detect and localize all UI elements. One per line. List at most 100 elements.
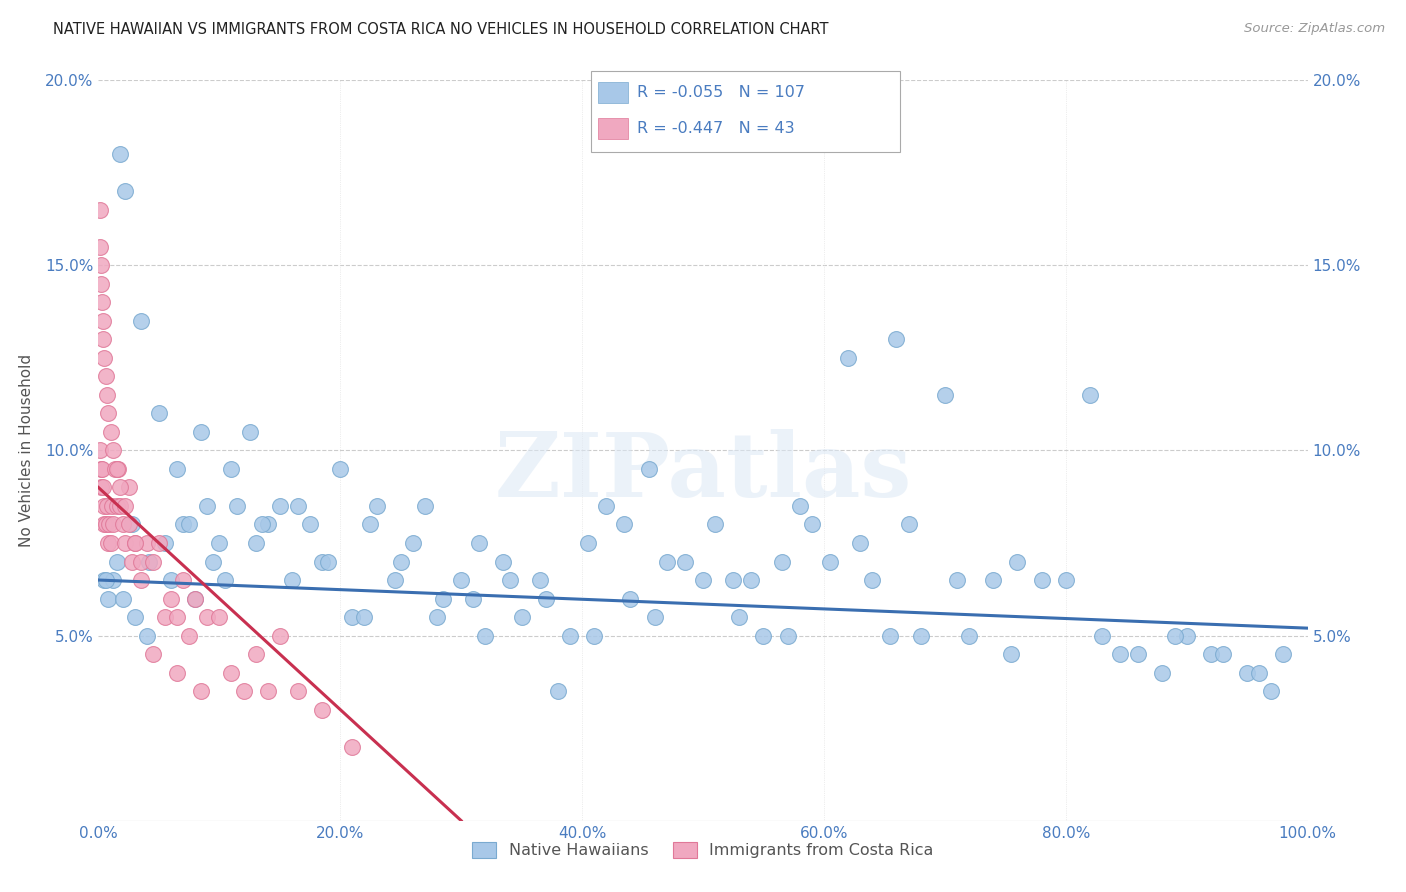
Point	[89, 240, 111, 254]
Point	[232, 684, 254, 698]
Text: ZIPatlas: ZIPatlas	[495, 429, 911, 516]
Point	[226, 499, 249, 513]
Point	[114, 536, 136, 550]
Point	[124, 610, 146, 624]
Point	[468, 536, 491, 550]
Point	[100, 499, 122, 513]
Point	[184, 591, 207, 606]
Legend: Native Hawaiians, Immigrants from Costa Rica: Native Hawaiians, Immigrants from Costa …	[465, 835, 941, 864]
Point	[860, 573, 883, 587]
Point	[311, 555, 333, 569]
Point	[101, 573, 124, 587]
Point	[644, 610, 666, 624]
Point	[148, 407, 170, 421]
Point	[96, 388, 118, 402]
Point	[287, 684, 309, 698]
Point	[94, 573, 117, 587]
Point	[94, 369, 117, 384]
Point	[166, 665, 188, 680]
Point	[98, 517, 121, 532]
Point	[148, 536, 170, 550]
Point	[166, 462, 188, 476]
Point	[97, 536, 120, 550]
Point	[93, 517, 115, 532]
Point	[366, 499, 388, 513]
Point	[510, 610, 533, 624]
Point	[818, 555, 841, 569]
Point	[129, 573, 152, 587]
Point	[250, 517, 273, 532]
Point	[547, 684, 569, 698]
Point	[118, 517, 141, 532]
Point	[269, 499, 291, 513]
Point	[281, 573, 304, 587]
Point	[190, 684, 212, 698]
Point	[957, 628, 980, 642]
Point	[107, 462, 129, 476]
Point	[221, 665, 243, 680]
Point	[100, 536, 122, 550]
Point	[256, 684, 278, 698]
Point	[111, 591, 134, 606]
Point	[342, 610, 364, 624]
Point	[89, 202, 111, 217]
Text: R = -0.447   N = 43: R = -0.447 N = 43	[637, 121, 794, 136]
Point	[492, 555, 515, 569]
Point	[789, 499, 811, 513]
Point	[619, 591, 641, 606]
Point	[153, 610, 176, 624]
Point	[239, 425, 262, 439]
Point	[897, 517, 920, 532]
Text: R = -0.055   N = 107: R = -0.055 N = 107	[637, 86, 804, 100]
Point	[114, 499, 136, 513]
Point	[195, 499, 218, 513]
Point	[172, 517, 194, 532]
Point	[910, 628, 932, 642]
Point	[245, 647, 267, 661]
Point	[91, 295, 114, 310]
Point	[329, 462, 352, 476]
Point	[1000, 647, 1022, 661]
Point	[704, 517, 727, 532]
Point	[93, 351, 115, 365]
Point	[728, 610, 751, 624]
Point	[124, 536, 146, 550]
Point	[195, 610, 218, 624]
Point	[299, 517, 322, 532]
Point	[1078, 388, 1101, 402]
Point	[221, 462, 243, 476]
Point	[114, 184, 136, 198]
Point	[104, 462, 127, 476]
Point	[138, 555, 160, 569]
Point	[673, 555, 696, 569]
Point	[214, 573, 236, 587]
Point	[166, 610, 188, 624]
Point	[202, 555, 225, 569]
Point	[389, 555, 412, 569]
Point	[93, 499, 115, 513]
Point	[595, 499, 617, 513]
Point	[135, 536, 157, 550]
Point	[245, 536, 267, 550]
Point	[105, 499, 128, 513]
Point	[776, 628, 799, 642]
Point	[723, 573, 745, 587]
Point	[426, 610, 449, 624]
Point	[1175, 628, 1198, 642]
Point	[153, 536, 176, 550]
Point	[101, 443, 124, 458]
Point	[1272, 647, 1295, 661]
Point	[498, 573, 520, 587]
Point	[879, 628, 901, 642]
Point	[583, 628, 606, 642]
Point	[256, 517, 278, 532]
Point	[172, 573, 194, 587]
Point	[100, 425, 122, 439]
Point	[287, 499, 309, 513]
Point	[770, 555, 793, 569]
Point	[849, 536, 872, 550]
Point	[353, 610, 375, 624]
Point	[124, 536, 146, 550]
Point	[529, 573, 551, 587]
Point	[316, 555, 339, 569]
